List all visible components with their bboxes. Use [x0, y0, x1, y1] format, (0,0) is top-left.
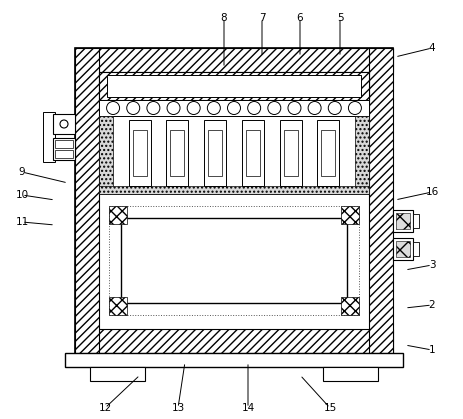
Bar — [99, 72, 369, 100]
Bar — [242, 120, 264, 186]
Bar — [170, 130, 184, 176]
Bar — [413, 214, 419, 228]
Bar — [208, 130, 222, 176]
Bar — [355, 116, 369, 194]
Bar — [133, 130, 147, 176]
Bar — [166, 120, 188, 186]
Bar — [55, 150, 73, 158]
Bar — [323, 367, 378, 381]
Circle shape — [147, 101, 160, 114]
Bar — [393, 210, 413, 232]
Text: 6: 6 — [297, 13, 303, 23]
Circle shape — [127, 101, 140, 114]
Text: 13: 13 — [171, 403, 185, 413]
Bar — [396, 241, 410, 257]
Text: 2: 2 — [429, 300, 435, 310]
Text: 12: 12 — [98, 403, 112, 413]
Circle shape — [248, 101, 261, 114]
Bar — [369, 48, 393, 353]
Bar — [317, 120, 339, 186]
Bar — [129, 120, 151, 186]
Bar — [413, 242, 419, 256]
Text: 7: 7 — [259, 13, 265, 23]
Circle shape — [167, 101, 180, 114]
Bar — [53, 138, 75, 160]
Bar — [75, 48, 393, 353]
Circle shape — [349, 101, 362, 114]
Bar — [107, 75, 361, 97]
Circle shape — [288, 101, 301, 114]
Bar — [204, 120, 226, 186]
Bar — [90, 367, 145, 381]
Circle shape — [207, 101, 220, 114]
Bar — [99, 116, 369, 194]
Circle shape — [268, 101, 281, 114]
Bar — [75, 48, 393, 72]
Text: 15: 15 — [323, 403, 337, 413]
Bar — [75, 48, 99, 353]
Bar — [53, 114, 75, 134]
Bar — [246, 130, 260, 176]
Text: 1: 1 — [429, 345, 435, 355]
Text: 4: 4 — [429, 43, 435, 53]
Text: 10: 10 — [15, 190, 29, 200]
Bar — [341, 297, 359, 315]
Bar — [109, 206, 359, 315]
Bar — [396, 213, 410, 229]
Circle shape — [328, 101, 341, 114]
Bar — [341, 206, 359, 224]
Bar — [99, 186, 369, 194]
Circle shape — [308, 101, 321, 114]
Circle shape — [187, 101, 200, 114]
Bar — [43, 112, 55, 162]
Bar — [280, 120, 301, 186]
Bar — [393, 238, 413, 260]
Bar — [283, 130, 298, 176]
Bar — [65, 353, 403, 367]
Text: 3: 3 — [429, 260, 435, 270]
Text: 5: 5 — [337, 13, 343, 23]
Circle shape — [60, 120, 68, 128]
Bar — [321, 130, 335, 176]
Circle shape — [227, 101, 240, 114]
Bar — [99, 100, 369, 116]
Bar — [121, 218, 347, 303]
Bar — [75, 329, 393, 353]
Bar — [99, 116, 113, 194]
Bar — [55, 140, 73, 148]
Bar — [109, 297, 127, 315]
Circle shape — [106, 101, 119, 114]
Text: 11: 11 — [15, 217, 29, 227]
Text: 8: 8 — [221, 13, 227, 23]
Bar — [109, 206, 127, 224]
Text: 16: 16 — [425, 187, 438, 197]
Text: 14: 14 — [241, 403, 255, 413]
Text: 9: 9 — [19, 167, 25, 177]
